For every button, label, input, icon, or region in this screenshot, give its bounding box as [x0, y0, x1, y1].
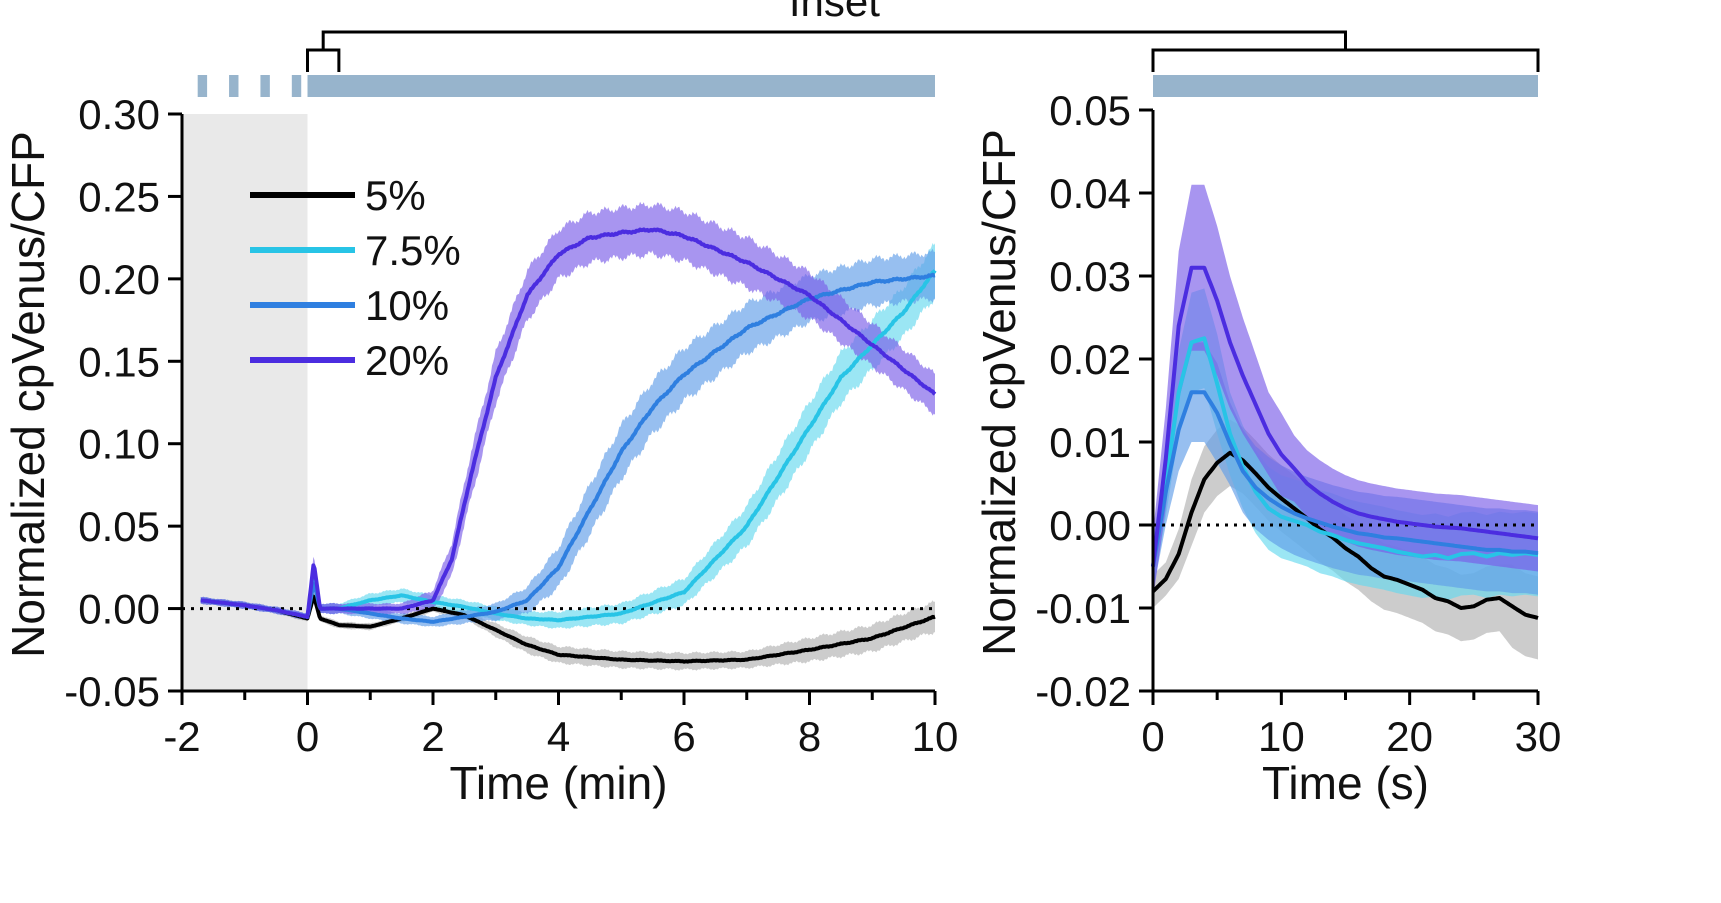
error-band-5% [200, 591, 936, 671]
y-tick-label: 0.02 [1049, 336, 1131, 383]
inset-plot: -0.02 -0.01 0.00 0.01 0.02 0.03 0.04 0.05 0 10 20… [973, 75, 1561, 809]
y-tick-label: 0.00 [78, 586, 160, 633]
y-tick-label: 0.05 [1049, 87, 1131, 134]
x-axis-title: Time (min) [449, 757, 667, 809]
series-lines [200, 227, 937, 664]
legend-label-7.5%: 7.5% [365, 227, 461, 274]
stimulus-bar [1153, 75, 1538, 97]
stimulus-bar-group [197, 75, 935, 97]
y-tick-label: -0.02 [1035, 668, 1131, 715]
series-line-7.5% [1151, 336, 1539, 567]
x-tick-label: 0 [296, 713, 319, 760]
error-bands [200, 201, 936, 671]
y-tick-label: 0.10 [78, 421, 160, 468]
inset-label: Inset [789, 0, 880, 25]
inset-error-bands [1153, 184, 1538, 660]
legend-label-10%: 10% [365, 282, 449, 329]
x-tick-label: 2 [421, 713, 444, 760]
series-line-10% [1151, 390, 1539, 567]
x-tick-label: 4 [547, 713, 570, 760]
y-tick-label: -0.05 [64, 668, 160, 715]
legend: 5% 7.5% 10% 20% [250, 172, 461, 384]
y-tick-label: 0.04 [1049, 170, 1131, 217]
y-tick-label: 0.20 [78, 256, 160, 303]
stimulus-dash-4 [291, 75, 302, 97]
series-line-5% [200, 594, 936, 664]
x-axis-ticks: -2 0 2 4 6 8 10 [163, 691, 958, 760]
y-tick-label: 0.05 [78, 503, 160, 550]
y-axis-ticks: -0.05 0.00 0.05 0.10 0.15 0.20 0.25 0.30 [64, 91, 182, 715]
inset-series-lines [1151, 265, 1539, 620]
main-plot: -0.05 0.00 0.05 0.10 0.15 0.20 0.25 0.30 -2 0 2 4 6… [2, 75, 958, 809]
x-tick-label: 0 [1141, 713, 1164, 760]
stimulus-dash-3 [260, 75, 270, 97]
x-tick-label: 6 [672, 713, 695, 760]
series-line-5% [1151, 450, 1539, 620]
pre-stimulus-shaded-region [182, 114, 308, 691]
stimulus-bar [307, 75, 935, 97]
inset-bracket-line [306, 30, 1540, 72]
inset-stimulus-bar-group [1153, 75, 1538, 97]
inset-x-axis-title: Time (s) [1262, 757, 1429, 809]
y-tick-label: 0.01 [1049, 419, 1131, 466]
series-line-20% [1151, 265, 1539, 567]
series-line-20% [200, 227, 937, 619]
x-tick-label: 10 [912, 713, 959, 760]
x-tick-label: 20 [1386, 713, 1433, 760]
error-band-7.5% [200, 243, 936, 629]
x-tick-label: 10 [1258, 713, 1305, 760]
y-tick-label: 0.03 [1049, 253, 1131, 300]
inset-y-axis-ticks: -0.02 -0.01 0.00 0.01 0.02 0.03 0.04 0.05 [1035, 87, 1153, 715]
x-tick-label: 8 [798, 713, 821, 760]
y-tick-label: 0.15 [78, 338, 160, 385]
y-tick-label: 0.25 [78, 173, 160, 220]
x-tick-label: 30 [1515, 713, 1562, 760]
y-tick-label: 0.30 [78, 91, 160, 138]
y-axis-title: Normalized cpVenus/CFP [2, 131, 54, 658]
inset-y-axis-title: Normalized cpVenus/CFP [973, 129, 1025, 656]
inset-x-axis-ticks: 0 10 20 30 [1141, 691, 1561, 760]
legend-label-20%: 20% [365, 337, 449, 384]
stimulus-dash-1 [197, 75, 208, 97]
error-band-20% [1153, 184, 1538, 600]
legend-label-5%: 5% [365, 172, 426, 219]
error-band-10% [200, 248, 936, 627]
y-tick-label: 0.00 [1049, 502, 1131, 549]
y-tick-label: -0.01 [1035, 585, 1131, 632]
inset-bracket: Inset [306, 0, 1540, 72]
x-tick-label: -2 [163, 713, 200, 760]
stimulus-dash-2 [229, 75, 239, 97]
